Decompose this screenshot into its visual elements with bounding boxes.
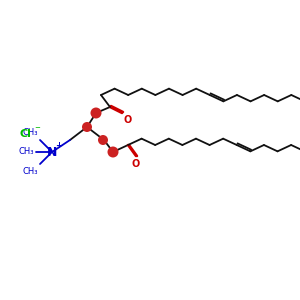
Circle shape <box>98 135 108 145</box>
Text: N: N <box>47 146 57 158</box>
Text: +: + <box>56 140 62 149</box>
Circle shape <box>82 122 92 132</box>
Text: CH₃: CH₃ <box>22 167 38 176</box>
Circle shape <box>107 146 118 158</box>
Text: CH₃: CH₃ <box>22 128 38 137</box>
Circle shape <box>91 107 101 118</box>
Text: ⁻: ⁻ <box>34 125 40 135</box>
Text: O: O <box>123 115 131 125</box>
Text: CH₃: CH₃ <box>19 148 34 157</box>
Text: O: O <box>132 159 140 169</box>
Text: Cl: Cl <box>20 129 32 139</box>
